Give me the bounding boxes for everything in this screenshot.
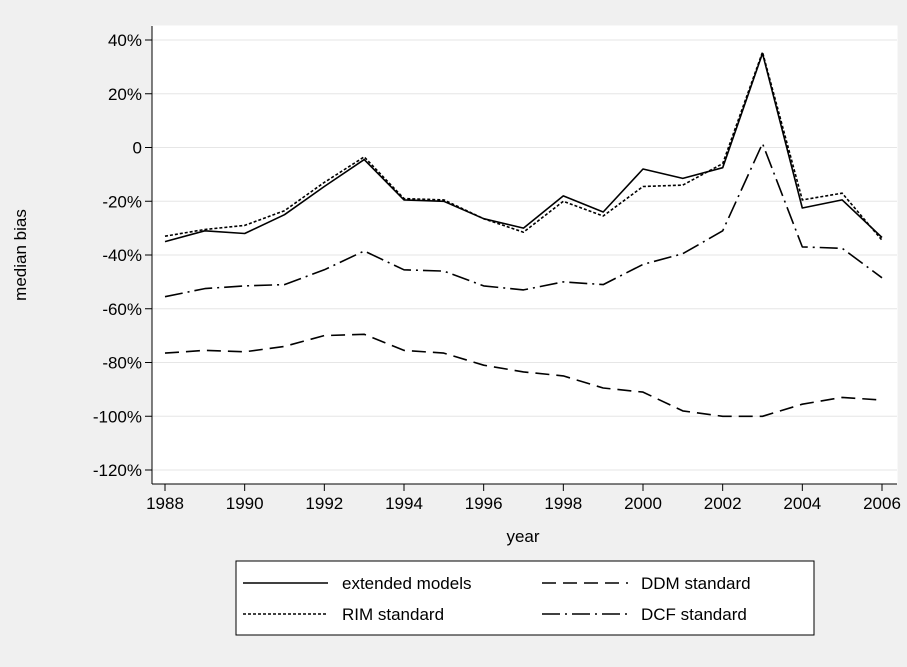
x-tick-label: 2006 [863,494,901,513]
x-tick-label: 1994 [385,494,423,513]
series-line-dashdot [164,142,883,298]
x-tick-label: 2004 [783,494,821,513]
x-axis-label: year [506,527,539,546]
x-tick-label: 1998 [544,494,582,513]
legend: extended models DDM standard RIM standard D… [235,560,815,636]
y-axis-label: median bias [11,209,30,301]
y-tick-label: -60% [102,300,142,319]
x-tick-label: 2002 [704,494,742,513]
y-tick-label: 40% [108,31,142,50]
x-tick-label: 2000 [624,494,662,513]
legend-label: DCF standard [641,605,747,624]
x-tick-label: 1988 [146,494,184,513]
legend-label: DDM standard [641,574,751,593]
legend-label: RIM standard [342,605,444,624]
y-tick-label: -40% [102,246,142,265]
series-lines [164,51,883,418]
x-tick-label: 1996 [465,494,503,513]
series-line-dashed [164,333,883,418]
y-tick-label: -100% [93,407,142,426]
gridlines [152,39,897,471]
series-line-dotted [164,51,883,241]
legend-box [235,560,815,636]
x-tick-label: 1992 [305,494,343,513]
y-tick-label: 20% [108,85,142,104]
y-tick-label: -120% [93,461,142,480]
legend-label: extended models [342,574,471,593]
axes: 40% 20% 0 -20% -40% -60% -80% -100% -120%1988 199… [93,26,901,513]
y-tick-label: -20% [102,192,142,211]
y-tick-label: 0 [133,139,142,158]
x-tick-label: 1990 [226,494,264,513]
y-tick-label: -80% [102,354,142,373]
